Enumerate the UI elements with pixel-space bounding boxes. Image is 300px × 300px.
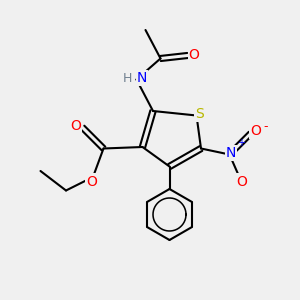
- Text: O: O: [70, 119, 81, 133]
- Text: S: S: [195, 107, 204, 121]
- Text: N: N: [137, 71, 147, 85]
- Text: -: -: [264, 120, 268, 134]
- Text: H: H: [123, 72, 132, 86]
- Text: O: O: [250, 124, 261, 138]
- Text: O: O: [86, 175, 97, 188]
- Text: O: O: [189, 48, 200, 62]
- Text: O: O: [236, 175, 247, 188]
- Text: N: N: [226, 146, 236, 160]
- Text: +: +: [238, 137, 245, 148]
